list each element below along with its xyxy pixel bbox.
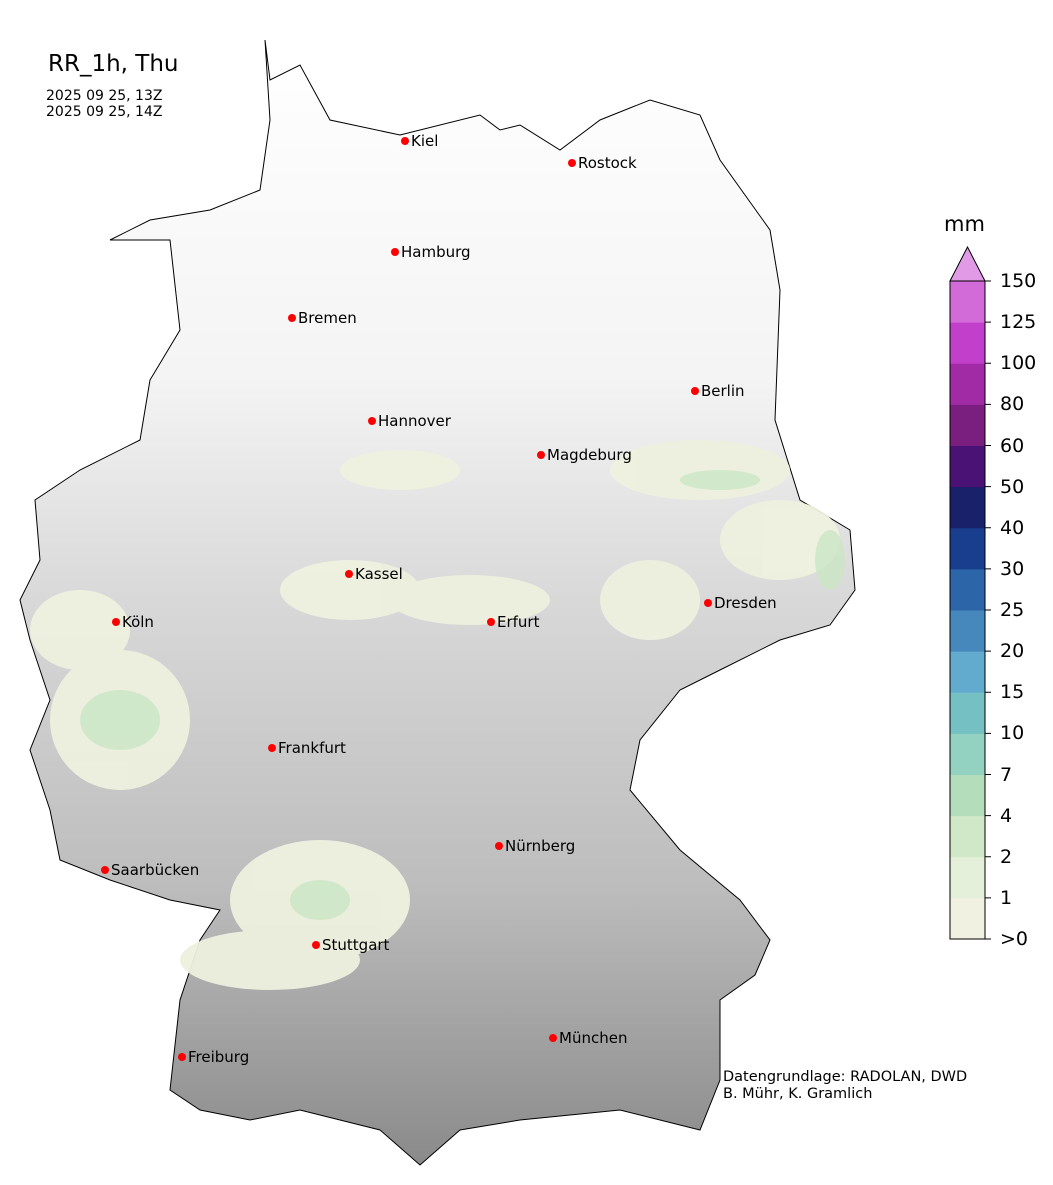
colorbar-unit: mm <box>944 212 985 236</box>
city-marker <box>537 451 545 459</box>
colorbar-segment <box>950 363 985 405</box>
city-label: Nürnberg <box>505 837 576 855</box>
city-marker <box>268 744 276 752</box>
colorbar-tick-label: 2 <box>1000 845 1013 868</box>
colorbar-segment <box>950 404 985 446</box>
city-marker <box>391 248 399 256</box>
city-marker <box>288 314 296 322</box>
city-marker <box>495 842 503 850</box>
colorbar-tick-label: 7 <box>1000 763 1013 786</box>
colorbar-segment <box>950 815 985 858</box>
colorbar-tick-label: >0 <box>1000 928 1029 950</box>
moderate-precipitation-areas <box>80 470 845 920</box>
city-label: Freiburg <box>188 1048 250 1066</box>
city-marker <box>568 159 576 167</box>
city-label: Kiel <box>411 132 439 150</box>
city-label: Berlin <box>701 382 745 400</box>
colorbar-tick-label: 15 <box>1000 681 1025 704</box>
city-label: Erfurt <box>497 613 540 631</box>
city-markers <box>101 137 712 1061</box>
city-marker <box>112 618 120 626</box>
colorbar-tick-label: 1 <box>1000 886 1013 909</box>
city-label: Frankfurt <box>278 739 346 757</box>
light-precipitation-areas <box>30 440 840 990</box>
author-credit: B. Mühr, K. Gramlich <box>723 1086 873 1102</box>
colorbar-tick-label: 100 <box>1000 352 1037 375</box>
city-marker <box>345 570 353 578</box>
colorbar-tick-label: 60 <box>1000 434 1025 457</box>
city-label: Hannover <box>378 412 451 430</box>
colorbar-tick-label: 25 <box>1000 599 1025 621</box>
colorbar-segment <box>950 445 985 488</box>
city-marker <box>312 941 320 949</box>
colorbar-segment <box>950 527 985 570</box>
time-start: 2025 09 25, 13Z <box>46 88 163 104</box>
city-label: Bremen <box>298 309 357 327</box>
city-label: Hamburg <box>401 243 471 261</box>
colorbar-segment <box>950 281 985 323</box>
time-end: 2025 09 25, 14Z <box>46 104 163 120</box>
city-label: Saarbücken <box>111 861 200 879</box>
colorbar-segment <box>950 897 985 940</box>
colorbar-segment <box>950 322 985 364</box>
city-label: Köln <box>122 613 154 631</box>
map-title: RR_1h, Thu <box>48 51 179 77</box>
city-marker <box>101 866 109 874</box>
colorbar-segment <box>950 651 985 693</box>
colorbar-segment <box>950 856 985 899</box>
city-marker <box>549 1034 557 1042</box>
city-marker <box>368 417 376 425</box>
colorbar-extend-arrow <box>949 245 986 282</box>
colorbar-segment <box>950 610 985 652</box>
city-marker <box>178 1053 186 1061</box>
colorbar-tick-label: 10 <box>1000 722 1025 745</box>
colorbar-tick-label: 80 <box>1000 393 1025 416</box>
city-label: Rostock <box>578 154 637 172</box>
city-marker <box>401 137 409 145</box>
city-label: Stuttgart <box>322 936 390 954</box>
colorbar-tick-label: 50 <box>1000 475 1025 498</box>
city-label: München <box>559 1029 628 1047</box>
city-label: Dresden <box>714 594 777 612</box>
data-source-credit: Datengrundlage: RADOLAN, DWD <box>723 1069 968 1085</box>
colorbar-segment <box>950 568 985 611</box>
colorbar-tick-label: 125 <box>1000 311 1037 334</box>
colorbar-tick-label: 4 <box>1000 804 1013 827</box>
city-marker <box>704 599 712 607</box>
city-label: Magdeburg <box>547 446 632 464</box>
colorbar-segment <box>950 486 985 529</box>
colorbar-tick-label: 20 <box>1000 640 1025 663</box>
colorbar-segment <box>950 733 985 775</box>
colorbar-tick-label: 150 <box>1000 270 1037 292</box>
city-marker <box>691 387 699 395</box>
colorbar-segment <box>950 692 985 734</box>
colorbar-tick-label: 30 <box>1000 557 1025 580</box>
city-label: Kassel <box>355 565 403 583</box>
colorbar-segment <box>950 774 985 817</box>
colorbar <box>949 245 991 940</box>
colorbar-tick-label: 40 <box>1000 516 1025 539</box>
city-marker <box>487 618 495 626</box>
